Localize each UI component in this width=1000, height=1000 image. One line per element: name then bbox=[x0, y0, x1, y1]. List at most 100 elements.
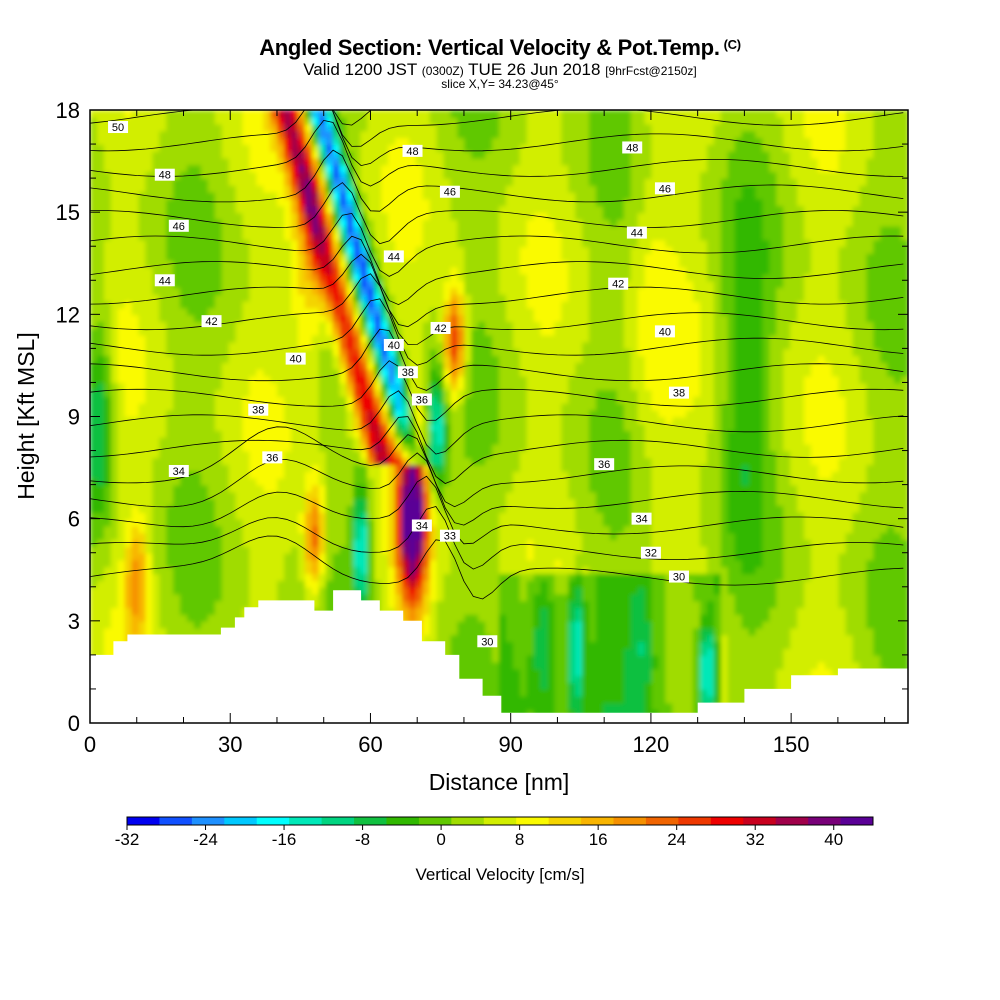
field-cell bbox=[388, 314, 396, 323]
field-cell bbox=[138, 116, 147, 125]
field-cell bbox=[235, 600, 244, 609]
field-cell bbox=[443, 157, 452, 166]
field-cell bbox=[464, 130, 473, 139]
field-cell bbox=[304, 375, 313, 384]
field-cell bbox=[193, 266, 202, 275]
field-cell bbox=[110, 280, 119, 288]
field-cell bbox=[228, 402, 237, 411]
field-cell bbox=[263, 178, 272, 186]
field-cell bbox=[173, 620, 182, 629]
field-cell bbox=[228, 246, 237, 254]
field-cell bbox=[193, 430, 202, 438]
field-cell bbox=[131, 137, 140, 145]
field-cell bbox=[304, 178, 313, 186]
field-cell bbox=[311, 184, 320, 193]
field-cell bbox=[277, 505, 285, 513]
field-cell bbox=[96, 423, 105, 432]
field-cell bbox=[249, 273, 258, 282]
field-cell bbox=[304, 144, 313, 152]
field-cell bbox=[159, 402, 168, 411]
field-cell bbox=[200, 573, 209, 581]
field-cell bbox=[284, 123, 292, 132]
field-cell bbox=[457, 450, 466, 459]
field-cell bbox=[374, 586, 383, 595]
field-cell bbox=[221, 484, 230, 493]
field-cell bbox=[159, 355, 168, 363]
field-cell bbox=[138, 130, 147, 139]
field-cell bbox=[429, 607, 438, 615]
field-cell bbox=[221, 450, 230, 459]
field-cell bbox=[408, 443, 417, 452]
field-cell bbox=[450, 484, 459, 493]
field-cell bbox=[457, 171, 466, 180]
field-cell bbox=[103, 246, 112, 254]
field-cell bbox=[103, 484, 112, 493]
field-cell bbox=[450, 212, 459, 220]
field-cell bbox=[180, 157, 188, 166]
field-cell bbox=[221, 253, 230, 261]
field-cell bbox=[429, 123, 438, 132]
field-cell bbox=[173, 627, 182, 636]
field-cell bbox=[450, 334, 459, 343]
field-cell bbox=[318, 293, 327, 302]
field-cell bbox=[249, 545, 258, 554]
field-cell bbox=[173, 259, 182, 268]
field-cell bbox=[138, 375, 147, 384]
field-cell bbox=[152, 266, 161, 275]
field-cell bbox=[159, 157, 168, 166]
field-cell bbox=[110, 130, 119, 139]
field-cell bbox=[408, 464, 417, 472]
field-cell bbox=[436, 144, 445, 152]
field-cell bbox=[124, 409, 133, 418]
field-cell bbox=[401, 259, 410, 268]
field-cell bbox=[228, 539, 237, 547]
field-cell bbox=[187, 450, 195, 459]
field-cell bbox=[249, 300, 258, 309]
field-cell bbox=[291, 382, 299, 391]
field-cell bbox=[207, 184, 216, 193]
field-cell bbox=[277, 484, 285, 493]
field-cell bbox=[311, 450, 320, 459]
field-cell bbox=[457, 382, 466, 391]
field-cell bbox=[429, 614, 438, 622]
field-cell bbox=[235, 137, 244, 145]
field-cell bbox=[297, 470, 306, 479]
field-cell bbox=[325, 280, 334, 288]
field-cell bbox=[325, 362, 334, 370]
field-cell bbox=[401, 464, 410, 472]
field-cell bbox=[145, 409, 154, 418]
field-cell bbox=[401, 232, 410, 241]
field-cell bbox=[152, 470, 161, 479]
field-cell bbox=[325, 484, 334, 493]
field-cell bbox=[325, 300, 334, 309]
field-cell bbox=[124, 184, 133, 193]
field-cell bbox=[395, 273, 403, 282]
field-cell bbox=[200, 396, 209, 404]
field-cell bbox=[90, 436, 98, 445]
field-cell bbox=[318, 573, 327, 581]
field-cell bbox=[131, 348, 140, 357]
field-cell bbox=[374, 402, 383, 411]
field-cell bbox=[408, 157, 417, 166]
field-cell bbox=[374, 232, 383, 241]
field-cell bbox=[207, 607, 216, 615]
field-cell bbox=[90, 307, 98, 316]
field-cell bbox=[159, 348, 168, 357]
field-cell bbox=[200, 627, 209, 636]
field-cell bbox=[284, 287, 292, 295]
field-cell bbox=[304, 532, 313, 540]
field-cell bbox=[318, 477, 327, 486]
field-cell bbox=[311, 212, 320, 220]
field-cell bbox=[408, 402, 417, 411]
field-cell bbox=[374, 184, 383, 193]
field-cell bbox=[318, 430, 327, 438]
field-cell bbox=[214, 178, 223, 186]
field-cell bbox=[408, 566, 417, 575]
field-cell bbox=[360, 266, 369, 275]
field-cell bbox=[318, 205, 327, 214]
field-cell bbox=[193, 259, 202, 268]
field-cell bbox=[200, 246, 209, 254]
field-cell bbox=[103, 579, 112, 588]
field-cell bbox=[395, 464, 403, 472]
field-cell bbox=[277, 402, 285, 411]
